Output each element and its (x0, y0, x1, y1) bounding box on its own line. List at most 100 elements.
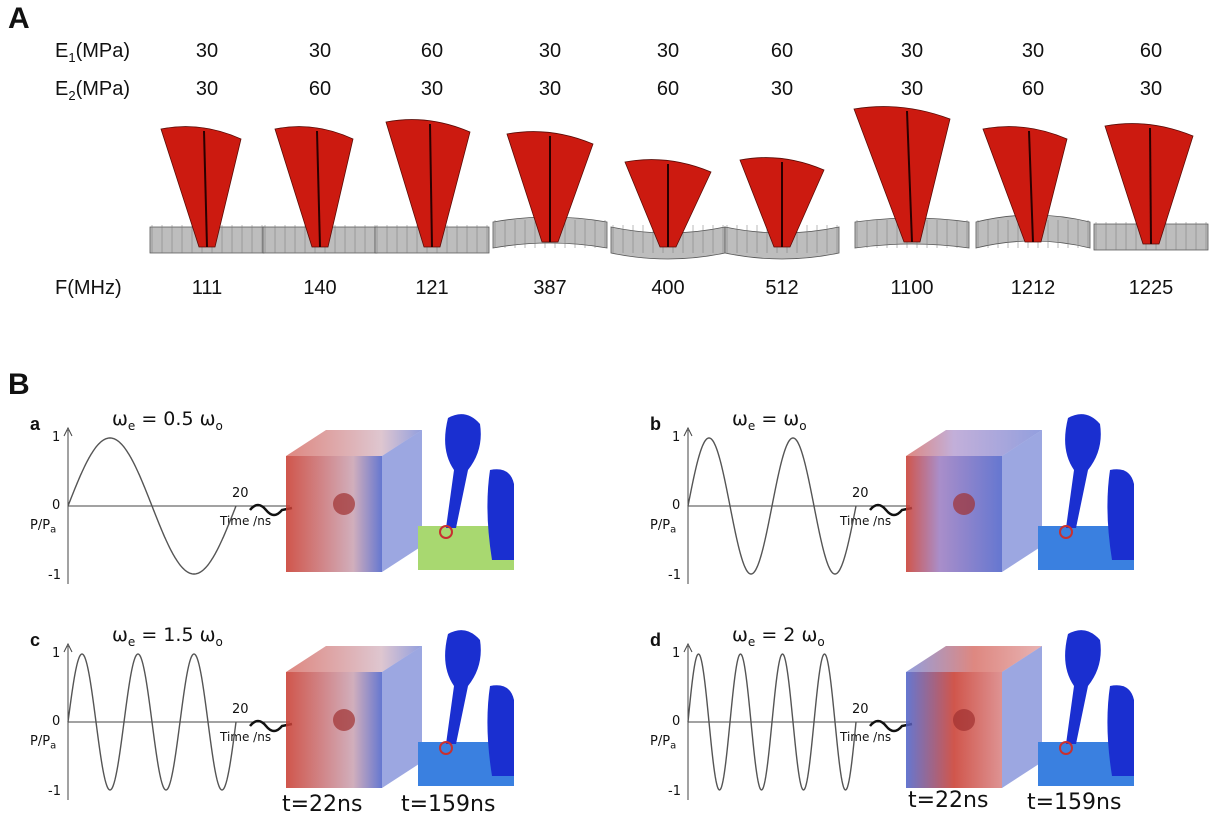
squiggle-arrow-icon (869, 719, 913, 733)
e1-value: 60 (420, 40, 444, 62)
sine-waveform (687, 437, 857, 575)
time-label-d-22: t=22ns (908, 788, 989, 813)
mode-shape-image (262, 126, 378, 254)
e1-value: 30 (308, 40, 332, 62)
e2-value: 30 (1139, 78, 1163, 100)
squiggle-arrow-icon (869, 503, 913, 517)
time-tick-20: 20 (852, 702, 869, 717)
e1-value: 30 (900, 40, 924, 62)
pressure-axis-label: P/Pa (30, 734, 57, 752)
time-label-c-22: t=22ns (282, 792, 363, 817)
e2-value: 30 (900, 78, 924, 100)
frequency-value: 111 (191, 277, 223, 299)
e2-value: 60 (1021, 78, 1045, 100)
frequency-ratio-label: ωe = 1.5 ωo (112, 624, 223, 649)
e2-value: 60 (308, 78, 332, 100)
mode-shape-image (492, 131, 608, 249)
tip-link-highlight-ring (439, 741, 453, 755)
e1-row-label: E1(MPa) (55, 40, 131, 65)
tip-link-highlight-ring (1059, 525, 1073, 539)
time-tick-20: 20 (232, 486, 249, 501)
frequency-value: 1100 (890, 277, 934, 299)
y-tick-minus-1: -1 (48, 784, 61, 799)
mode-shape-image (724, 157, 840, 260)
squiggle-arrow-icon (249, 503, 293, 517)
hair-bundle-image (1038, 414, 1134, 570)
y-tick-1: 1 (672, 646, 681, 661)
pressure-axis-label: P/Pa (650, 734, 677, 752)
pressure-field-cube (906, 430, 1042, 572)
time-tick-20: 20 (852, 486, 869, 501)
mode-shape-image (374, 119, 490, 254)
mode-shape-image (149, 126, 265, 254)
hair-bundle-image (418, 630, 514, 786)
pressure-field-cube (286, 646, 422, 788)
hair-bundle-image (1038, 630, 1134, 786)
y-tick-0: 0 (52, 714, 61, 729)
time-label-d-159: t=159ns (1027, 790, 1122, 815)
subplot-letter: d (650, 630, 661, 650)
pressure-field-cube (286, 430, 422, 572)
y-tick-minus-1: -1 (48, 568, 61, 583)
mode-shape-image (1093, 123, 1209, 251)
e2-value: 30 (195, 78, 219, 100)
sine-waveform (67, 437, 237, 575)
y-tick-0: 0 (52, 498, 61, 513)
y-axis-arrow (683, 642, 693, 653)
y-tick-minus-1: -1 (668, 568, 681, 583)
pressure-axis-label: P/Pa (30, 518, 57, 536)
frequency-value: 387 (533, 277, 567, 299)
frequency-ratio-label: ωe = ωo (732, 408, 807, 433)
e2-row-label: E2(MPa) (55, 78, 131, 103)
time-label-c-159: t=159ns (401, 792, 496, 817)
e1-value: 30 (538, 40, 562, 62)
time-axis-label: Time /ns (840, 730, 892, 744)
frequency-value: 1225 (1128, 277, 1174, 299)
y-tick-1: 1 (672, 430, 681, 445)
y-tick-minus-1: -1 (668, 784, 681, 799)
squiggle-arrow-icon (249, 719, 293, 733)
pressure-waveform-plot (683, 642, 913, 800)
y-axis-arrow (683, 426, 693, 437)
frequency-value: 512 (765, 277, 799, 299)
e2-value: 30 (770, 78, 794, 100)
e2-value: 60 (656, 78, 680, 100)
tip-link-highlight-ring (1059, 741, 1073, 755)
mode-shape-image (975, 126, 1091, 249)
sine-waveform (687, 653, 857, 791)
y-tick-1: 1 (52, 430, 61, 445)
subplot-letter: a (30, 414, 41, 434)
sine-waveform (67, 653, 237, 791)
e2-value: 30 (538, 78, 562, 100)
subplot-letter: c (30, 630, 41, 650)
e1-value: 30 (195, 40, 219, 62)
y-tick-0: 0 (672, 714, 681, 729)
e2-value: 30 (420, 78, 444, 100)
y-tick-0: 0 (672, 498, 681, 513)
subplot-letter: b (650, 414, 661, 434)
pressure-waveform-plot (63, 426, 293, 584)
tip-link-highlight-ring (439, 525, 453, 539)
frequency-value: 400 (651, 277, 685, 299)
y-tick-1: 1 (52, 646, 61, 661)
panel-b-letter: B (8, 368, 30, 401)
time-tick-20: 20 (232, 702, 249, 717)
e1-value: 30 (656, 40, 680, 62)
y-axis-arrow (63, 426, 73, 437)
panel-a-letter: A (8, 2, 30, 35)
frequency-value: 121 (415, 277, 449, 299)
mode-shape-image (610, 159, 726, 260)
time-axis-label: Time /ns (220, 514, 272, 528)
e1-value: 60 (770, 40, 794, 62)
frequency-value: 140 (303, 277, 337, 299)
y-axis-arrow (63, 642, 73, 653)
pressure-waveform-plot (63, 642, 293, 800)
pressure-axis-label: P/Pa (650, 518, 677, 536)
hair-bundle-image (418, 414, 514, 570)
f-row-label: F(MHz) (55, 277, 122, 299)
mode-shape-image (853, 106, 970, 249)
frequency-ratio-label: ωe = 0.5 ωo (112, 408, 223, 433)
e1-value: 30 (1021, 40, 1045, 62)
time-axis-label: Time /ns (220, 730, 272, 744)
frequency-value: 1212 (1010, 277, 1056, 299)
